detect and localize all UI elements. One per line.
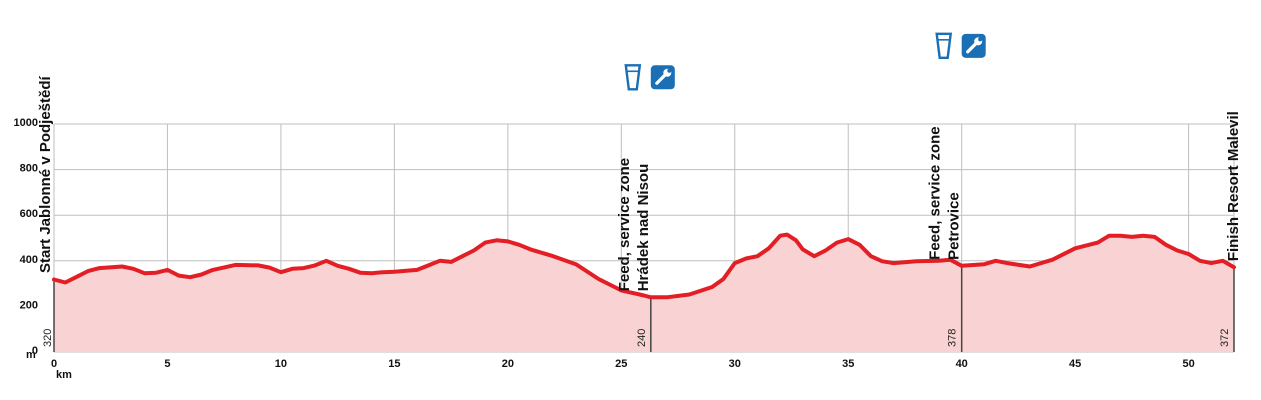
x-tick-label: 45 <box>1069 358 1081 370</box>
waypoint-label: Feed, service zone <box>616 158 633 291</box>
waypoint-elevation-label: 372 <box>1219 329 1231 347</box>
x-tick-label: 10 <box>275 358 287 370</box>
waypoint-elevation-label: 378 <box>947 329 959 347</box>
waypoint-label: Hrádek nad Nisou <box>635 164 652 292</box>
x-axis-labels: 0 5 10 15 20 25 30 35 40 45 50 <box>51 358 1195 370</box>
feed-cup-icon <box>935 32 953 60</box>
waypoint-label: Feed, service zone <box>927 126 944 259</box>
waypoint-label: Petrovice <box>946 192 963 260</box>
x-tick-label: 15 <box>388 358 400 370</box>
waypoint-label: Start Jablonné v Podještědí <box>37 75 54 273</box>
y-tick-label: 600 <box>20 208 38 220</box>
waypoint-elevation-label: 320 <box>42 329 54 347</box>
service-wrench-icon <box>650 65 675 90</box>
waypoint-label: Finish Resort Malevil <box>1225 111 1242 261</box>
waypoint-icons <box>624 32 986 91</box>
profile-area <box>54 234 1234 352</box>
x-tick-label: 30 <box>729 358 741 370</box>
y-tick-label: 800 <box>20 163 38 175</box>
x-unit-label: km <box>56 369 72 381</box>
waypoint-labels: Start Jablonné v Podještědí Feed, service… <box>37 75 1242 291</box>
y-tick-label: 400 <box>20 254 38 266</box>
x-tick-label: 20 <box>502 358 514 370</box>
y-tick-label: 1000 <box>14 117 38 129</box>
y-tick-label: 200 <box>20 299 38 311</box>
service-wrench-icon <box>961 33 986 58</box>
feed-cup-icon <box>624 64 642 91</box>
x-tick-label: 25 <box>615 358 627 370</box>
waypoint-markers: 320 240 378 372 <box>42 265 1235 352</box>
profile-line <box>52 232 1236 300</box>
waypoint-elevation-label: 240 <box>636 329 648 347</box>
y-unit-label: m <box>26 349 36 361</box>
y-tick-label: 0 <box>32 345 38 357</box>
x-tick-label: 5 <box>164 358 170 370</box>
y-axis-labels: 0 200 400 600 800 1000 <box>14 117 38 357</box>
x-tick-label: 50 <box>1182 358 1194 370</box>
x-tick-label: 35 <box>842 358 854 370</box>
x-tick-label: 0 <box>51 358 57 370</box>
x-tick-label: 40 <box>956 358 968 370</box>
